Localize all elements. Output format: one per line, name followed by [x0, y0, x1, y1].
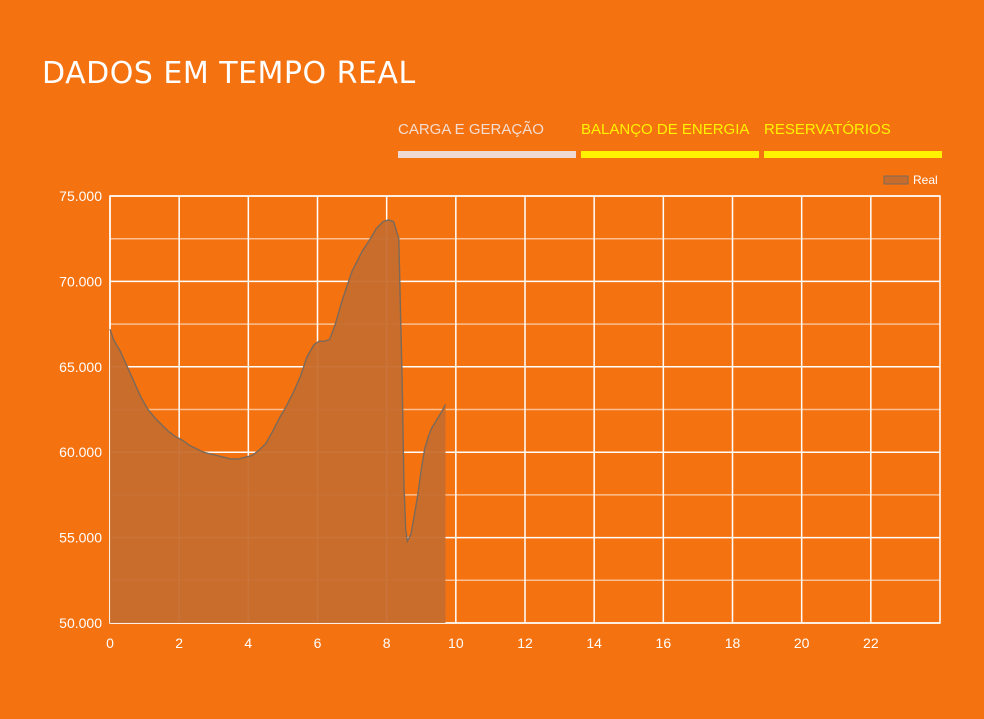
x-tick-label: 20 [794, 635, 810, 651]
tab-label: BALANÇO DE ENERGIA [581, 121, 750, 138]
x-axis: 0 2 4 6 8 10 12 14 16 18 20 22 [106, 635, 879, 651]
y-axis: 50.000 55.000 60.000 65.000 70.000 75.000 [59, 188, 102, 631]
plot-area [109, 219, 447, 623]
legend-label-real: Real [913, 173, 938, 187]
x-tick-label: 4 [244, 635, 252, 651]
series-line-real [109, 219, 447, 544]
y-tick-label: 55.000 [59, 530, 102, 546]
x-tick-label: 12 [517, 635, 533, 651]
tab-underline [581, 151, 759, 158]
x-tick-label: 18 [725, 635, 741, 651]
y-tick-label: 65.000 [59, 359, 102, 375]
x-tick-label: 16 [656, 635, 672, 651]
x-tick-label: 6 [314, 635, 322, 651]
tab-reservatorios[interactable]: RESERVATÓRIOS [764, 92, 942, 158]
tab-label: CARGA E GERAÇÃO [398, 121, 544, 138]
y-tick-label: 75.000 [59, 188, 102, 204]
tab-label: RESERVATÓRIOS [764, 121, 891, 138]
y-tick-label: 70.000 [59, 273, 102, 289]
y-tick-label: 60.000 [59, 444, 102, 460]
chart-legend: Real [883, 173, 938, 187]
tab-carga-e-geracao[interactable]: CARGA E GERAÇÃO [398, 92, 576, 158]
legend-swatch-real [883, 175, 909, 185]
page-title: DADOS EM TEMPO REAL [42, 56, 416, 91]
tab-underline [398, 151, 576, 158]
tab-balanco-de-energia[interactable]: BALANÇO DE ENERGIA [581, 92, 759, 158]
x-tick-label: 8 [383, 635, 391, 651]
x-tick-label: 2 [175, 635, 183, 651]
x-tick-label: 14 [586, 635, 602, 651]
x-tick-label: 0 [106, 635, 114, 651]
tab-underline [764, 151, 942, 158]
x-tick-label: 10 [448, 635, 464, 651]
x-tick-label: 22 [863, 635, 879, 651]
y-tick-label: 50.000 [59, 615, 102, 631]
